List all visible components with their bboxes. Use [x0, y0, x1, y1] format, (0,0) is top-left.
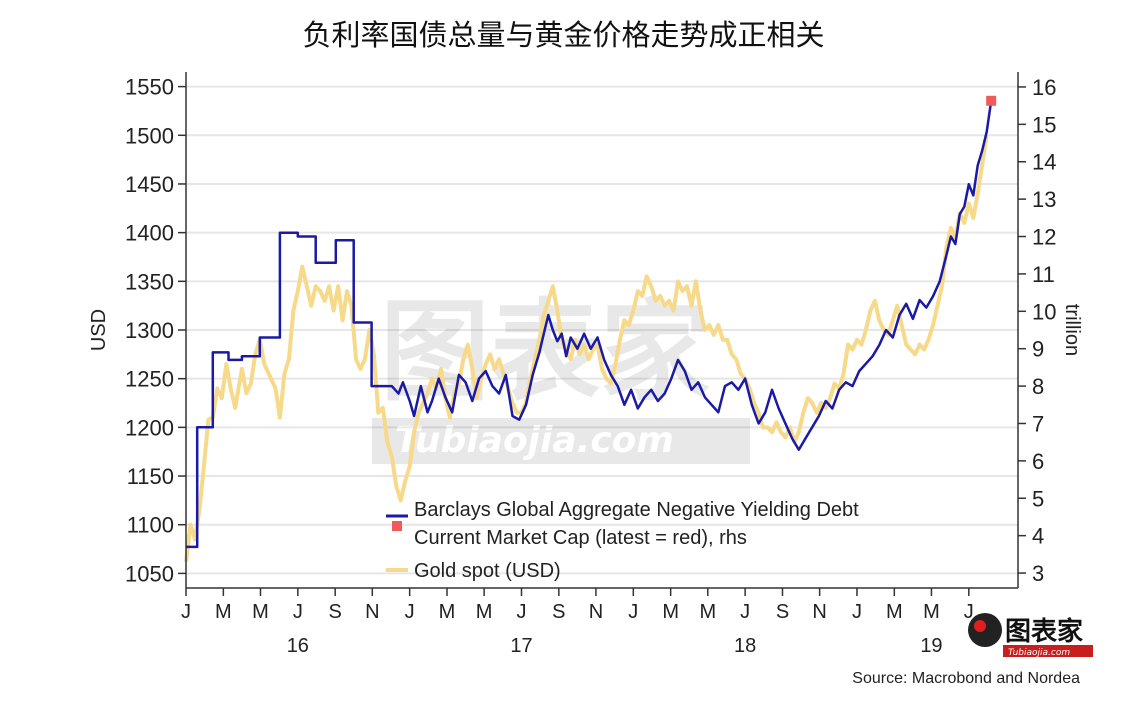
- left-tick-label: 1050: [125, 561, 174, 586]
- right-tick-label: 8: [1032, 374, 1044, 399]
- latest-value-marker: [986, 95, 997, 106]
- axes: 1050 1100 1150 1200 1250 1300 1350 1400 1450 1500…: [125, 72, 1056, 657]
- x-tick-label: M: [439, 601, 456, 623]
- x-tick-label: M: [215, 601, 232, 623]
- source-note: Source: Macrobond and Nordea: [852, 670, 1080, 687]
- y-axis-left-title: USD: [88, 309, 110, 351]
- left-tick-label: 1400: [125, 221, 174, 246]
- x-tick-label: J: [516, 601, 526, 623]
- x-tick-label: M: [699, 601, 716, 623]
- right-tick-label: 3: [1032, 561, 1044, 586]
- legend-label-debt: Barclays Global Aggregate Negative Yield…: [414, 499, 859, 521]
- x-tick-label: J: [293, 601, 303, 623]
- year-label: 17: [510, 635, 532, 657]
- right-tick-label: 16: [1032, 75, 1056, 100]
- gridlines: [186, 85, 1018, 575]
- logo-text-en: Tubiaojia.com: [1008, 648, 1070, 658]
- watermark-band: [372, 418, 750, 464]
- left-tick-label: 1450: [125, 172, 174, 197]
- right-tick-label: 7: [1032, 411, 1044, 436]
- x-tick-label: S: [552, 601, 565, 623]
- x-tick-label: J: [740, 601, 750, 623]
- right-tick-label: 15: [1032, 112, 1056, 137]
- x-tick-label: J: [628, 601, 638, 623]
- year-label: 16: [287, 635, 309, 657]
- left-tick-label: 1500: [125, 123, 174, 148]
- x-tick-label: M: [886, 601, 903, 623]
- x-tick-label: S: [329, 601, 342, 623]
- left-tick-label: 1550: [125, 75, 174, 100]
- watermark-en-text: Tubiaojia.com: [395, 420, 674, 461]
- right-tick-label: 11: [1032, 262, 1055, 287]
- left-tick-label: 1100: [127, 513, 174, 538]
- series-lines: [184, 95, 997, 562]
- axis-labels: USD trillion: [88, 304, 1083, 356]
- x-tick-label: N: [812, 601, 826, 623]
- right-tick-label: 10: [1032, 299, 1056, 324]
- x-tick-label: N: [589, 601, 603, 623]
- right-tick-label: 6: [1032, 449, 1044, 474]
- chart-title: 负利率国债总量与黄金价格走势成正相关: [302, 18, 825, 52]
- x-tick-label: M: [923, 601, 940, 623]
- x-tick-label: J: [964, 601, 974, 623]
- right-tick-label: 14: [1032, 150, 1056, 175]
- legend-label-market-cap: Current Market Cap (latest = red), rhs: [414, 527, 747, 549]
- x-tick-label: J: [405, 601, 415, 623]
- left-tick-label: 1200: [125, 415, 174, 440]
- y-axis-right-title: trillion: [1061, 304, 1083, 356]
- gold-spot-line: [184, 134, 989, 562]
- right-tick-label: 4: [1032, 524, 1044, 549]
- left-tick-label: 1350: [125, 269, 174, 294]
- negative-yield-debt-line: [186, 100, 993, 549]
- logo-text-cn: 图表家: [1005, 616, 1083, 647]
- year-label: 18: [734, 635, 756, 657]
- logo-band: [1003, 645, 1093, 657]
- legend: Barclays Global Aggregate Negative Yield…: [386, 499, 859, 582]
- right-tick-label: 13: [1032, 187, 1056, 212]
- x-tick-label: J: [852, 601, 862, 623]
- x-tick-label: M: [476, 601, 493, 623]
- right-tick-label: 9: [1032, 337, 1044, 362]
- left-tick-label: 1150: [127, 464, 174, 489]
- year-label: 19: [920, 635, 942, 657]
- x-tick-label: J: [181, 601, 191, 623]
- right-tick-label: 5: [1032, 486, 1044, 511]
- legend-label-gold: Gold spot (USD): [414, 560, 561, 582]
- x-tick-label: M: [252, 601, 269, 623]
- x-tick-label: S: [776, 601, 789, 623]
- left-tick-label: 1300: [125, 318, 174, 343]
- left-tick-label: 1250: [125, 367, 174, 392]
- logo-icon-dot: [974, 620, 986, 632]
- logo-icon: [968, 613, 1002, 647]
- x-tick-label: M: [662, 601, 679, 623]
- legend-swatch-latest: [392, 521, 402, 531]
- x-tick-label: N: [365, 601, 379, 623]
- right-tick-label: 12: [1032, 225, 1056, 250]
